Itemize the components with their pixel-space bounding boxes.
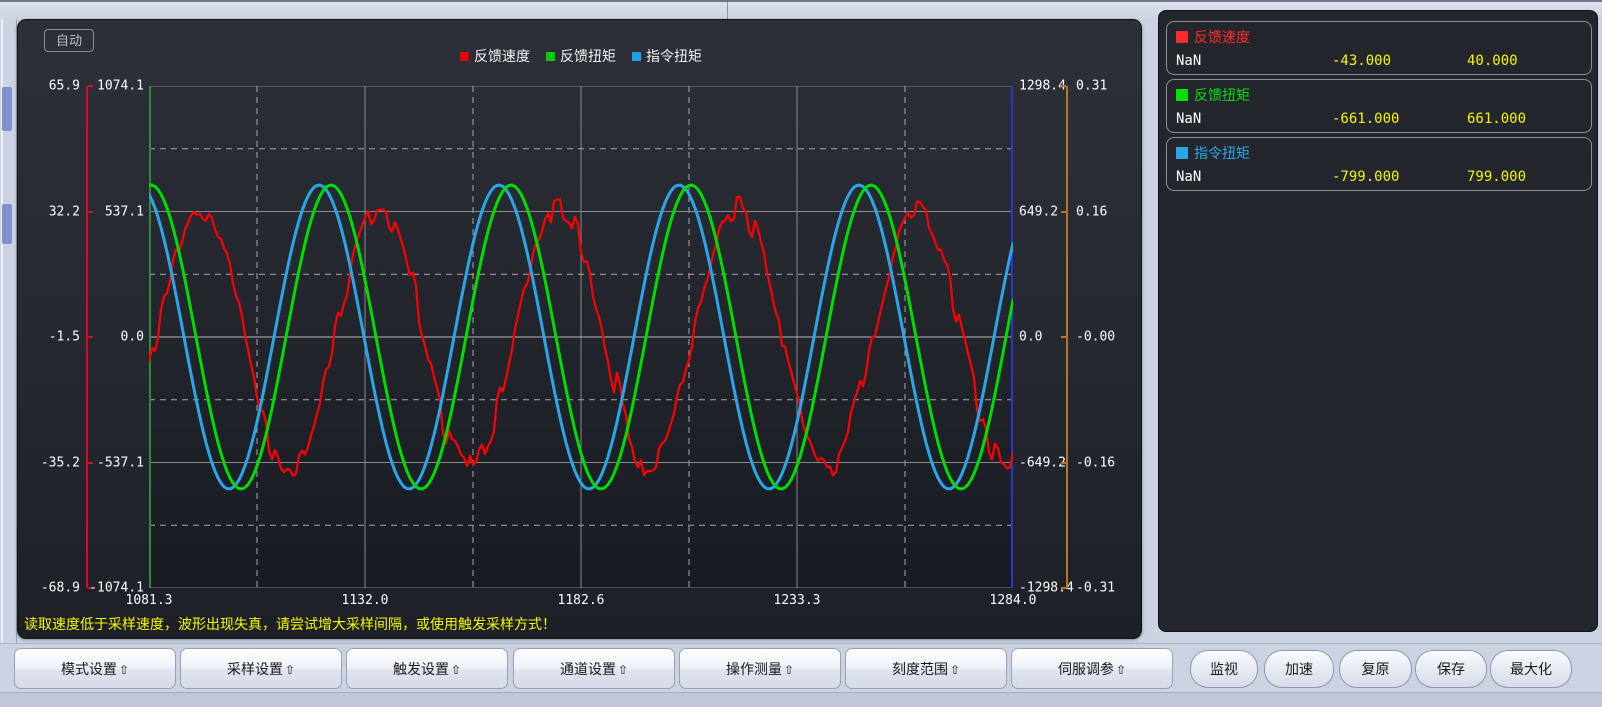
channel-current-value: NaN	[1176, 169, 1201, 185]
x-axis-label: 1233.3	[774, 593, 821, 608]
channel-max-value: 661.000	[1467, 111, 1526, 127]
expand-up-icon: ⇧	[285, 663, 295, 677]
feedback-speed-axis-label: -68.9	[41, 581, 80, 596]
channel-min-value: -799.000	[1332, 169, 1399, 185]
waveform-plot[interactable]	[149, 86, 1013, 588]
action-button-accelerate[interactable]: 加速	[1264, 650, 1334, 688]
action-button-save[interactable]: 保存	[1415, 650, 1487, 688]
command-torque-axis-label: 1298.4	[1019, 79, 1066, 94]
channel-max-value: 40.000	[1467, 53, 1518, 69]
feedback-speed-axis-tick	[88, 462, 93, 464]
top-strip-divider	[727, 2, 728, 19]
channel-min-value: -661.000	[1332, 111, 1399, 127]
channel-monitor-panel: 反馈速度 NaN -43.000 40.000 反馈扭矩 NaN -661.00…	[1158, 10, 1598, 632]
expand-up-icon: ⇧	[950, 663, 960, 677]
sampling-warning-text: 读取速度低于采样速度，波形出现失真，请尝试增大采样间隔，或使用触发采样方式！	[24, 614, 556, 634]
app-window: 自动 反馈速度 反馈扭矩 指令扭矩 65.9 32.2 -1.5 -35.2 -68.9…	[0, 0, 1602, 707]
menu-button-scale-range[interactable]: 刻度范围⇧	[845, 648, 1007, 689]
aux-axis-label: -0.31	[1076, 581, 1115, 596]
left-dock-strip	[0, 19, 17, 643]
aux-axis-tick	[1061, 587, 1066, 589]
menu-button-mode-settings[interactable]: 模式设置⇧	[14, 648, 176, 689]
channel-color-swatch	[1176, 31, 1188, 43]
feedback-torque-axis-label: -537.1	[97, 455, 144, 470]
auto-scale-button[interactable]: 自动	[44, 29, 94, 52]
legend-swatch-red	[460, 52, 469, 61]
feedback-torque-axis-label: 1074.1	[97, 79, 144, 94]
legend-swatch-green	[546, 52, 555, 61]
command-torque-axis-label: -649.2	[1019, 455, 1066, 470]
feedback-torque-axis-label: 0.0	[121, 330, 144, 345]
feedback-speed-axis-tick	[88, 211, 93, 213]
expand-up-icon: ⇧	[451, 663, 461, 677]
aux-axis-tick	[1061, 462, 1066, 464]
feedback-speed-axis-label: -35.2	[41, 455, 80, 470]
monitor-card-command-torque: 指令扭矩 NaN -799.000 799.000	[1166, 137, 1592, 191]
channel-color-swatch	[1176, 89, 1188, 101]
feedback-torque-axis-label: 537.1	[105, 204, 144, 219]
action-button-monitor[interactable]: 监视	[1190, 650, 1258, 688]
feedback-speed-axis-label: -1.5	[49, 330, 80, 345]
legend-item-command-torque[interactable]: 指令扭矩	[632, 46, 702, 66]
legend-item-feedback-speed[interactable]: 反馈速度	[460, 46, 530, 66]
x-axis-label: 1182.6	[558, 593, 605, 608]
aux-axis-tick	[1061, 336, 1066, 338]
channel-title: 反馈速度	[1194, 27, 1250, 47]
channel-title: 反馈扭矩	[1194, 85, 1250, 105]
channel-color-swatch	[1176, 147, 1188, 159]
card-title-row: 指令扭矩	[1176, 143, 1250, 163]
expand-up-icon: ⇧	[119, 663, 129, 677]
expand-up-icon: ⇧	[618, 663, 628, 677]
card-title-row: 反馈扭矩	[1176, 85, 1250, 105]
channel-title: 指令扭矩	[1194, 143, 1250, 163]
feedback-speed-axis-label: 32.2	[49, 204, 80, 219]
dock-tab[interactable]	[2, 87, 12, 131]
legend-label: 反馈扭矩	[560, 46, 616, 66]
aux-axis-tick	[1061, 211, 1066, 213]
menu-button-servo-tuning[interactable]: 伺服调参⇧	[1011, 648, 1173, 689]
expand-up-icon: ⇧	[784, 663, 794, 677]
chart-legend: 反馈速度 反馈扭矩 指令扭矩	[460, 46, 702, 66]
expand-up-icon: ⇧	[1116, 663, 1126, 677]
feedback-speed-axis-tick	[88, 336, 93, 338]
feedback-speed-axis-label: 65.9	[49, 79, 80, 94]
legend-label: 指令扭矩	[646, 46, 702, 66]
channel-current-value: NaN	[1176, 111, 1201, 127]
x-axis-label: 1284.0	[990, 593, 1037, 608]
channel-current-value: NaN	[1176, 53, 1201, 69]
toolbar-separator	[0, 643, 1602, 644]
dock-tab[interactable]	[2, 204, 12, 244]
aux-axis-line	[1066, 86, 1068, 588]
aux-axis-label: 0.31	[1076, 79, 1107, 94]
menu-button-operation-measure[interactable]: 操作测量⇧	[679, 648, 841, 689]
waveform-svg	[149, 86, 1013, 588]
legend-swatch-blue	[632, 52, 641, 61]
aux-axis-tick	[1061, 85, 1066, 87]
monitor-card-feedback-speed: 反馈速度 NaN -43.000 40.000	[1166, 21, 1592, 75]
legend-label: 反馈速度	[474, 46, 530, 66]
feedback-speed-axis-tick	[88, 85, 93, 87]
monitor-card-feedback-torque: 反馈扭矩 NaN -661.000 661.000	[1166, 79, 1592, 133]
channel-min-value: -43.000	[1332, 53, 1391, 69]
x-axis-label: 1081.3	[126, 593, 173, 608]
legend-item-feedback-torque[interactable]: 反馈扭矩	[546, 46, 616, 66]
aux-axis-label: 0.16	[1076, 204, 1107, 219]
bottom-status-strip	[0, 692, 1602, 707]
menu-button-channel-settings[interactable]: 通道设置⇧	[513, 648, 675, 689]
aux-axis-label: -0.16	[1076, 455, 1115, 470]
menu-button-sampling-settings[interactable]: 采样设置⇧	[180, 648, 342, 689]
command-torque-axis-label: 0.0	[1019, 330, 1042, 345]
card-title-row: 反馈速度	[1176, 27, 1250, 47]
menu-button-trigger-settings[interactable]: 触发设置⇧	[346, 648, 508, 689]
action-button-restore[interactable]: 复原	[1339, 650, 1412, 688]
oscilloscope-panel: 自动 反馈速度 反馈扭矩 指令扭矩 65.9 32.2 -1.5 -35.2 -68.9…	[17, 19, 1142, 639]
channel-max-value: 799.000	[1467, 169, 1526, 185]
x-axis-label: 1132.0	[342, 593, 389, 608]
aux-axis-label: -0.00	[1076, 330, 1115, 345]
action-button-maximize[interactable]: 最大化	[1490, 650, 1572, 688]
command-torque-axis-label: 649.2	[1019, 204, 1058, 219]
